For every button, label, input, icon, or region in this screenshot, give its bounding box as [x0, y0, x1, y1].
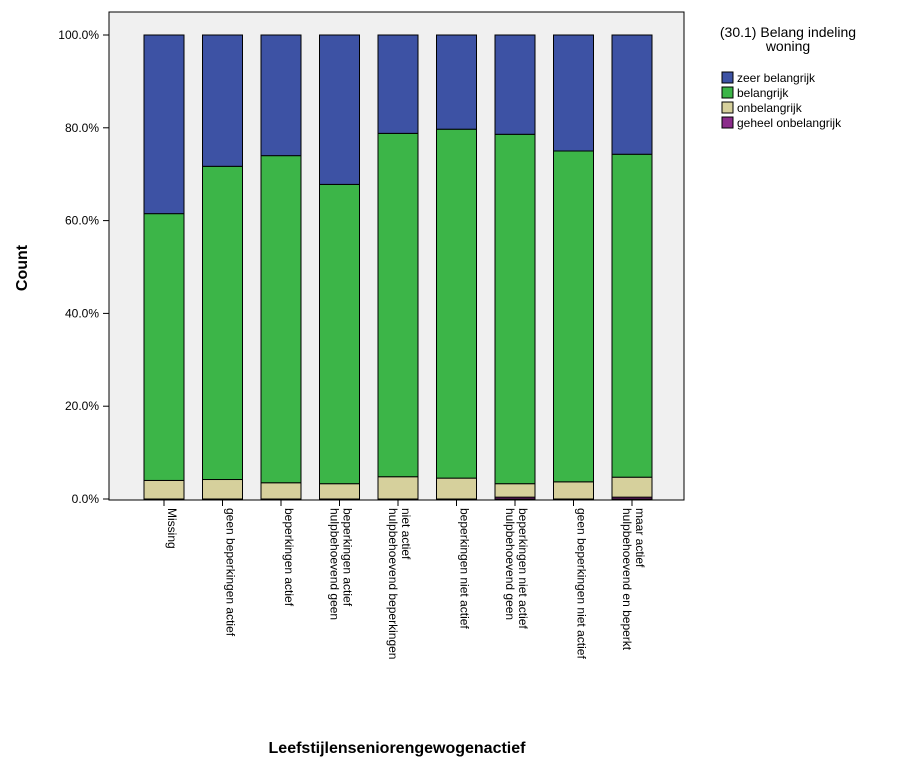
bar-segment-belangrijk — [377, 132, 419, 478]
bar-segment-zeer-belangrijk — [143, 34, 185, 215]
bar-segment-belangrijk — [202, 165, 243, 481]
legend-label: belangrijk — [737, 86, 789, 100]
legend-swatch — [721, 71, 734, 84]
bar-segment-belangrijk — [143, 213, 185, 481]
legend-swatch — [721, 101, 734, 114]
bar-segment-belangrijk — [436, 128, 477, 479]
bar-segment-onbelangrijk — [436, 477, 477, 500]
bar-segment-zeer-belangrijk — [202, 34, 243, 167]
legend-label: onbelangrijk — [737, 101, 803, 115]
x-category-label: hulpbehoevend en beperkt — [620, 508, 634, 651]
x-category-label: Missing — [165, 508, 179, 549]
x-category-label: hulpbehoevend geen — [328, 508, 342, 620]
y-tick-label: 100.0% — [58, 28, 99, 42]
y-tick-label: 80.0% — [65, 121, 99, 135]
x-category-label: beperkingen actief — [282, 508, 296, 607]
bar-segment-onbelangrijk — [553, 481, 594, 500]
bars — [143, 34, 653, 500]
y-tick-label: 40.0% — [65, 306, 99, 320]
legend-label: geheel onbelangrijk — [737, 116, 842, 130]
x-category-label: niet actief — [399, 508, 413, 560]
bar-segment-belangrijk — [260, 155, 302, 484]
x-category-label: beperkingen actief — [341, 508, 355, 607]
x-axis-title: Leefstijlenseniorengewogenactief — [269, 740, 527, 757]
y-tick-label: 20.0% — [65, 399, 99, 413]
bar-segment-belangrijk — [611, 153, 653, 478]
y-axis: 0.0% 20.0% 40.0% 60.0% 80.0% 100.0% — [58, 28, 109, 506]
legend-swatch — [721, 86, 734, 99]
bar-segment-belangrijk — [319, 183, 360, 485]
bar-segment-zeer-belangrijk — [377, 34, 419, 134]
bar-segment-onbelangrijk — [319, 483, 360, 500]
bar-segment-zeer-belangrijk — [494, 34, 536, 135]
x-category-label: hulpbehoevend geen — [503, 508, 517, 620]
x-category-label: geen beperkingen actief — [224, 508, 238, 637]
x-category-label: hulpbehoevend beperkingen — [386, 508, 400, 659]
bar-segment-zeer-belangrijk — [611, 34, 653, 155]
x-axis-labels: Missing geen beperkingen actief beperkinge… — [163, 500, 647, 659]
bar-segment-zeer-belangrijk — [553, 34, 594, 152]
bar-segment-onbelangrijk — [494, 483, 536, 498]
bar-segment-onbelangrijk — [260, 482, 302, 500]
bar-segment-onbelangrijk — [611, 476, 653, 498]
y-tick-label: 0.0% — [72, 492, 100, 506]
legend-label: zeer belangrijk — [737, 71, 816, 85]
y-axis-title: Count — [14, 244, 31, 291]
legend-title: (30.1) Belang indeling — [720, 24, 856, 40]
bar-segment-onbelangrijk — [143, 479, 185, 500]
bar-segment-onbelangrijk — [202, 479, 243, 500]
x-category-label: beperkingen niet actief — [458, 508, 472, 629]
bar-segment-zeer-belangrijk — [260, 34, 302, 157]
bar-segment-belangrijk — [553, 150, 594, 483]
legend-swatch — [721, 116, 734, 129]
bar-segment-belangrijk — [494, 133, 536, 485]
x-category-label: maar actief — [633, 508, 647, 568]
x-category-label: geen beperkingen niet actief — [575, 508, 589, 659]
y-tick-label: 60.0% — [65, 214, 99, 228]
x-category-label: beperkingen niet actief — [516, 508, 530, 629]
bar-segment-zeer-belangrijk — [319, 34, 360, 185]
legend-title: woning — [765, 38, 810, 54]
bar-segment-zeer-belangrijk — [436, 34, 477, 130]
bar-segment-onbelangrijk — [377, 476, 419, 500]
